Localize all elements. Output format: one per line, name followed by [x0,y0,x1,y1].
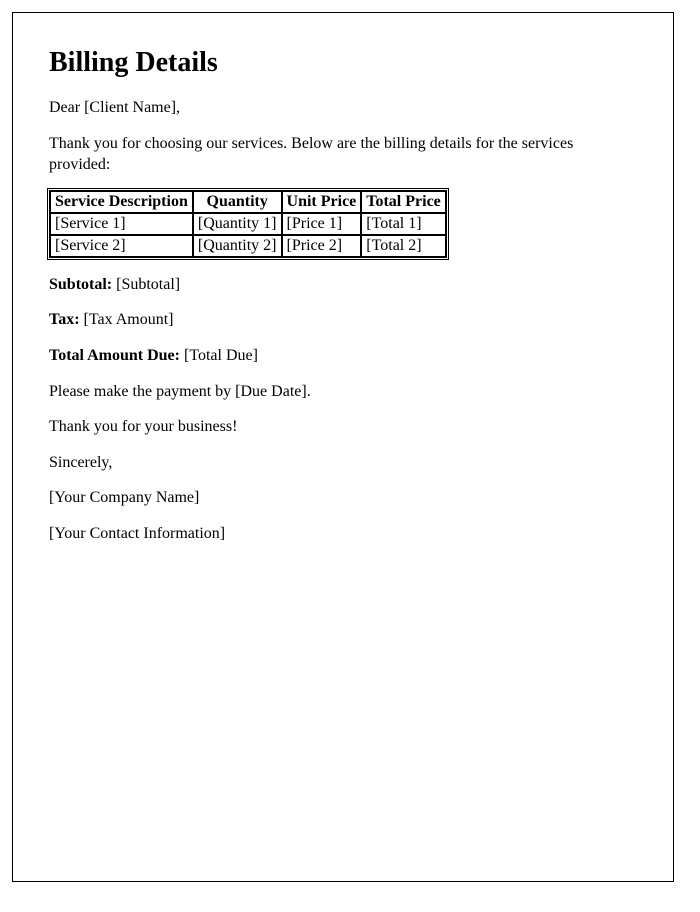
total-due-line: Total Amount Due: [Total Due] [49,345,637,367]
payment-line: Please make the payment by [Due Date]. [49,381,637,403]
col-unit-price: Unit Price [282,191,362,213]
contact-info-line: [Your Contact Information] [49,523,637,545]
total-due-value: [Total Due] [184,347,258,364]
subtotal-label: Subtotal: [49,276,112,293]
cell-service: [Service 1] [50,213,193,235]
col-quantity: Quantity [193,191,282,213]
cell-total-price: [Total 2] [361,235,446,257]
tax-line: Tax: [Tax Amount] [49,309,637,331]
total-due-label: Total Amount Due: [49,347,180,364]
table-row: [Service 2] [Quantity 2] [Price 2] [Tota… [50,235,446,257]
payment-due-date: [Due Date] [235,383,307,400]
signoff-line: Sincerely, [49,452,637,474]
cell-unit-price: [Price 1] [282,213,362,235]
greeting-line: Dear [Client Name], [49,97,637,119]
cell-unit-price: [Price 2] [282,235,362,257]
table-row: [Service 1] [Quantity 1] [Price 1] [Tota… [50,213,446,235]
col-total-price: Total Price [361,191,446,213]
cell-service: [Service 2] [50,235,193,257]
payment-prefix: Please make the payment by [49,383,235,400]
thanks-line: Thank you for your business! [49,416,637,438]
cell-quantity: [Quantity 2] [193,235,282,257]
company-name-line: [Your Company Name] [49,487,637,509]
tax-label: Tax: [49,311,80,328]
document-page: Billing Details Dear [Client Name], Than… [12,12,674,882]
subtotal-value: [Subtotal] [116,276,180,293]
cell-total-price: [Total 1] [361,213,446,235]
subtotal-line: Subtotal: [Subtotal] [49,274,637,296]
payment-suffix: . [307,383,311,400]
cell-quantity: [Quantity 1] [193,213,282,235]
page-title: Billing Details [49,47,637,79]
tax-value: [Tax Amount] [84,311,174,328]
col-service-description: Service Description [50,191,193,213]
billing-table: Service Description Quantity Unit Price … [49,190,447,258]
intro-paragraph: Thank you for choosing our services. Bel… [49,133,637,176]
table-header-row: Service Description Quantity Unit Price … [50,191,446,213]
